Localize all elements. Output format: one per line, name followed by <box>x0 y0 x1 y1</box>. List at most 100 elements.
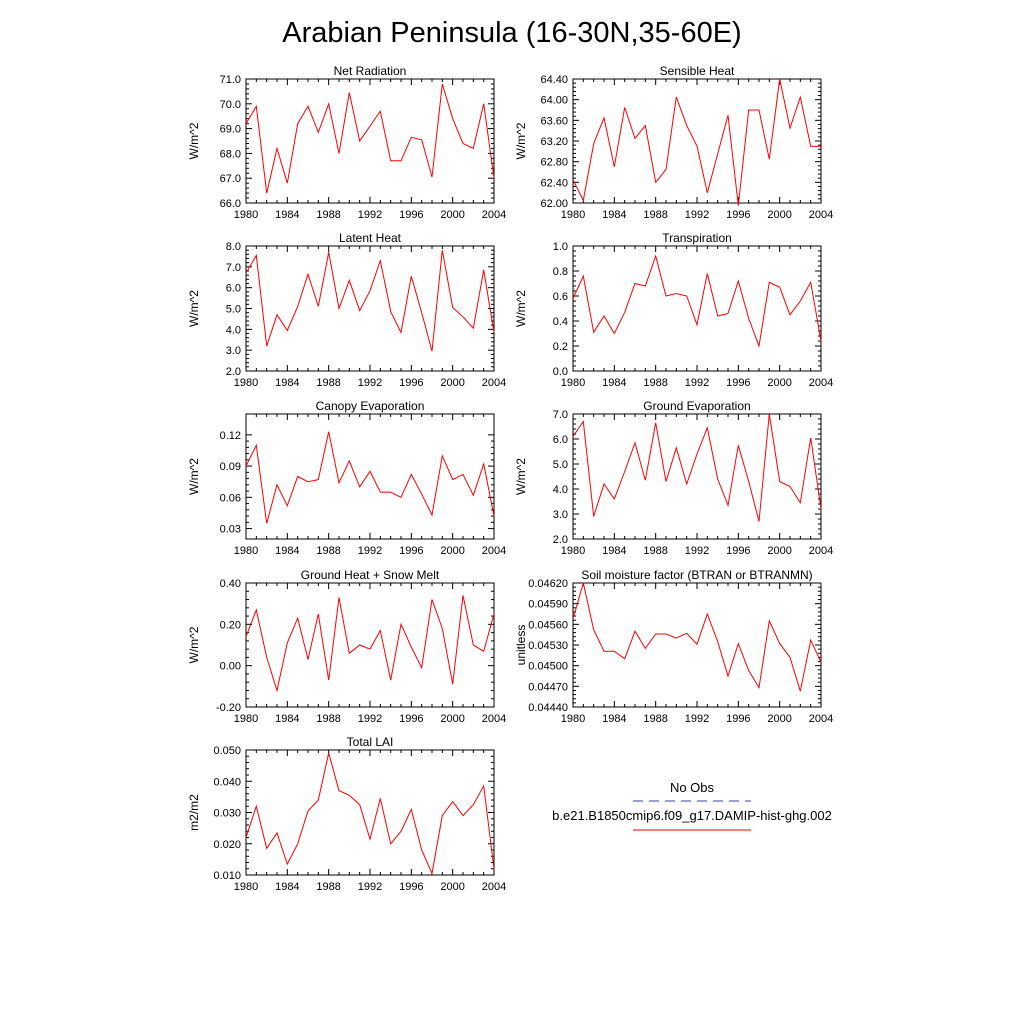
x-tick-label: 1980 <box>561 545 585 557</box>
y-tick-label: 71.0 <box>220 74 241 86</box>
x-tick-label: 1996 <box>399 881 423 893</box>
x-tick-label: 1988 <box>316 713 340 725</box>
y-tick-label: 0.030 <box>213 808 241 820</box>
y-tick-label: 62.80 <box>540 157 568 169</box>
x-tick-label: 2004 <box>482 209 506 221</box>
y-tick-label: 8.0 <box>226 241 241 253</box>
x-tick-label: 2004 <box>482 713 506 725</box>
series-line <box>572 582 822 692</box>
x-tick-label: 2000 <box>440 545 464 557</box>
x-tick-label: 1988 <box>643 545 667 557</box>
x-tick-label: 2000 <box>440 209 464 221</box>
x-tick-label: 1980 <box>234 713 258 725</box>
x-tick-label: 1996 <box>399 713 423 725</box>
legend-model-label: b.e21.B1850cmip6.f09_g17.DAMIP-hist-ghg.… <box>552 808 832 823</box>
x-tick-label: 1996 <box>726 377 750 389</box>
x-tick-label: 2000 <box>440 377 464 389</box>
y-tick-label: 0.050 <box>213 745 241 757</box>
x-tick-label: 1992 <box>358 209 382 221</box>
x-tick-label: 1988 <box>316 209 340 221</box>
y-tick-label: 64.40 <box>540 74 568 86</box>
y-tick-label: 68.0 <box>220 148 241 160</box>
series-line <box>572 78 821 206</box>
x-tick-label: 2000 <box>767 713 791 725</box>
x-tick-label: 2004 <box>809 209 833 221</box>
x-tick-label: 2004 <box>809 545 833 557</box>
y-tick-label: 0.04620 <box>528 578 568 590</box>
y-axis-label: m2/m2 <box>187 794 201 831</box>
y-tick-label: 0.04440 <box>528 702 568 714</box>
y-tick-label: -0.20 <box>216 702 241 714</box>
x-tick-label: 1980 <box>234 209 258 221</box>
panel-title: Net Radiation <box>334 64 407 78</box>
panel-3: Latent Heat W/m^2 1980 1984 1988 1992 1996 2000… <box>187 231 506 389</box>
y-tick-label: 0.6 <box>553 291 568 303</box>
x-tick-label: 1988 <box>316 545 340 557</box>
y-tick-label: 66.0 <box>220 198 241 210</box>
x-tick-label: 1988 <box>643 713 667 725</box>
x-tick-label: 1980 <box>234 545 258 557</box>
y-tick-label: 0.06 <box>220 492 241 504</box>
x-tick-label: 1984 <box>275 713 299 725</box>
panels: Net Radiation W/m^2 1980 1984 1988 1992 1996 20… <box>187 64 833 893</box>
panel-6: Ground Evaporation W/m^2 1980 1984 1988 1992 1… <box>514 399 833 557</box>
x-tick-label: 1980 <box>561 209 585 221</box>
x-tick-label: 2000 <box>440 881 464 893</box>
y-tick-label: 0.040 <box>213 776 241 788</box>
panel-title: Ground Heat + Snow Melt <box>301 568 440 582</box>
y-tick-label: 3.0 <box>226 345 241 357</box>
y-tick-label: 63.20 <box>540 136 568 148</box>
y-tick-label: 64.00 <box>540 95 568 107</box>
panel-title: Sensible Heat <box>660 64 735 78</box>
x-tick-label: 2000 <box>767 545 791 557</box>
y-tick-label: 7.0 <box>553 409 568 421</box>
x-tick-label: 1996 <box>726 713 750 725</box>
x-tick-label: 2004 <box>482 377 506 389</box>
x-tick-label: 1980 <box>561 713 585 725</box>
y-tick-label: 0.00 <box>220 661 241 673</box>
x-tick-label: 2004 <box>482 881 506 893</box>
panel-2: Sensible Heat W/m^2 1980 1984 1988 1992 1996 20… <box>514 64 833 221</box>
y-tick-label: 0.020 <box>213 839 241 851</box>
y-tick-label: 0.12 <box>220 430 241 442</box>
panel-title: Soil moisture factor (BTRAN or BTRANMN) <box>581 568 812 582</box>
y-tick-label: 62.00 <box>540 198 568 210</box>
x-tick-label: 1988 <box>316 881 340 893</box>
panel-4: Transpiration W/m^2 1980 1984 1988 1992 1996 20… <box>514 231 833 389</box>
y-tick-label: 62.40 <box>540 177 568 189</box>
y-axis-label: W/m^2 <box>187 290 201 327</box>
x-tick-label: 1988 <box>643 209 667 221</box>
panel-title: Total LAI <box>347 735 394 749</box>
series-line <box>245 431 495 524</box>
y-tick-label: 2.0 <box>226 366 241 378</box>
x-tick-label: 1984 <box>602 545 626 557</box>
x-tick-label: 2000 <box>767 209 791 221</box>
x-tick-label: 1984 <box>275 881 299 893</box>
panel-8: Soil moisture factor (BTRAN or BTRANMN) u… <box>514 568 833 725</box>
x-tick-label: 1984 <box>275 209 299 221</box>
x-tick-label: 1996 <box>399 209 423 221</box>
x-tick-label: 1992 <box>685 545 709 557</box>
x-tick-label: 1980 <box>234 377 258 389</box>
y-tick-label: 0.03 <box>220 524 241 536</box>
y-tick-label: 3.0 <box>553 509 568 521</box>
legend: No Obs b.e21.B1850cmip6.f09_g17.DAMIP-hi… <box>552 780 832 831</box>
y-tick-label: 2.0 <box>553 534 568 546</box>
x-tick-label: 1992 <box>685 209 709 221</box>
x-tick-label: 1992 <box>358 545 382 557</box>
x-tick-label: 1996 <box>726 545 750 557</box>
y-tick-label: 0.09 <box>220 461 241 473</box>
y-tick-label: 0.8 <box>553 266 568 278</box>
series-line <box>245 595 495 693</box>
panel-9: Total LAI m2/m2 1980 1984 1988 1992 1996 2000 20… <box>187 735 506 893</box>
x-tick-label: 1992 <box>685 377 709 389</box>
x-tick-label: 1984 <box>275 377 299 389</box>
y-tick-label: 4.0 <box>226 324 241 336</box>
y-tick-label: 0.04560 <box>528 619 568 631</box>
x-tick-label: 1984 <box>602 713 626 725</box>
x-tick-label: 1984 <box>275 545 299 557</box>
figure-title: Arabian Peninsula (16-30N,35-60E) <box>282 17 741 49</box>
y-tick-label: 0.0 <box>553 366 568 378</box>
